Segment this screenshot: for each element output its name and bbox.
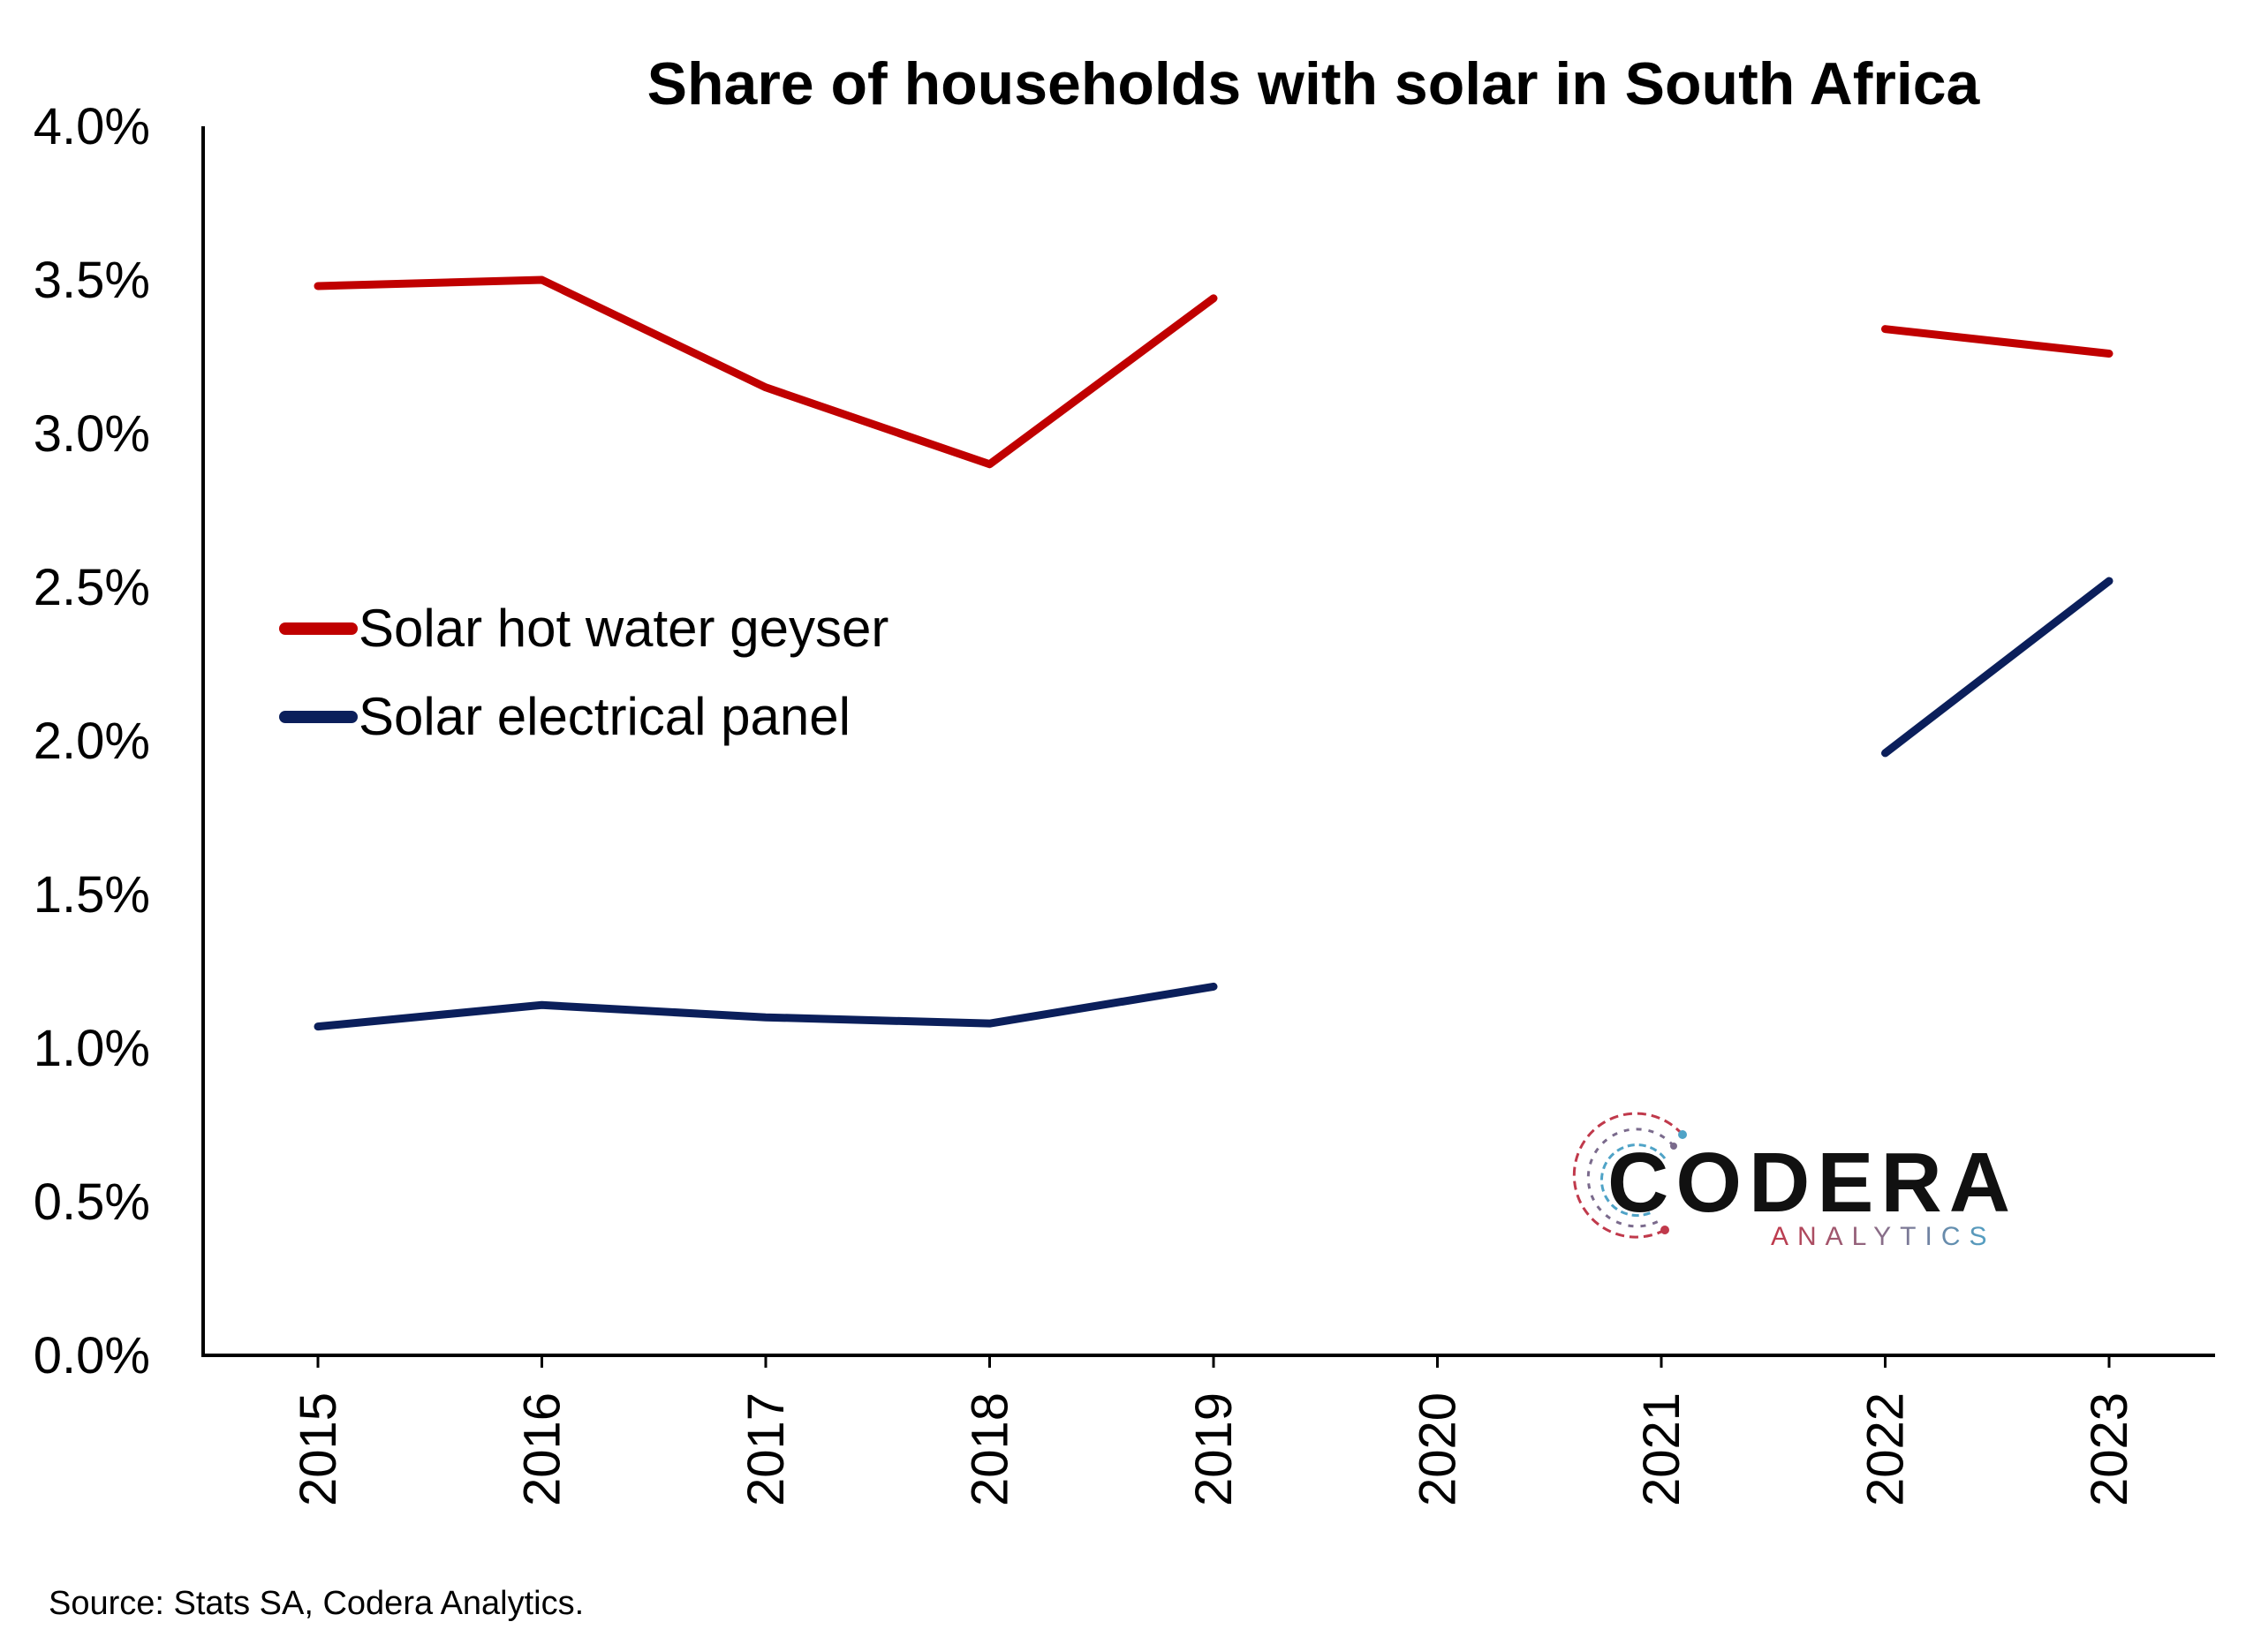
y-tick-label: 3.5%	[34, 252, 150, 309]
y-axis-ticks: 0.0% 0.5% 1.0% 1.5% 2.0% 2.5% 3.0% 3.5% 4.0%	[34, 98, 150, 1384]
y-tick-label: 0.0%	[34, 1327, 150, 1384]
x-tick-label: 2023	[2081, 1392, 2138, 1506]
y-tick-label: 2.5%	[34, 559, 150, 616]
x-tick-label: 2016	[514, 1392, 571, 1506]
logo-subtitle: ANALYTICS	[1771, 1222, 1996, 1251]
logo-wordmark: CODERA	[1607, 1135, 2017, 1230]
legend-label-solar-electrical-panel: Solar electrical panel	[359, 687, 851, 746]
x-tick-label: 2018	[962, 1392, 1019, 1506]
x-tick-label: 2020	[1410, 1392, 1467, 1506]
x-tick-label: 2019	[1185, 1392, 1243, 1506]
y-tick-label: 3.0%	[34, 405, 150, 463]
codera-logo: CODERA ANALYTICS	[1572, 1112, 2017, 1251]
series-line-solar-hot-water-geyser	[314, 275, 1218, 469]
logo-circuit-icon	[1572, 1112, 1687, 1239]
x-tick-label: 2022	[1857, 1392, 1915, 1506]
y-tick-label: 4.0%	[34, 98, 150, 155]
legend-label-solar-hot-water-geyser: Solar hot water geyser	[359, 599, 889, 658]
y-tick-label: 1.5%	[34, 866, 150, 924]
y-tick-label: 1.0%	[34, 1020, 150, 1077]
x-tick-label: 2017	[737, 1392, 795, 1506]
y-tick-label: 2.0%	[34, 713, 150, 770]
source-note: Source: Stats SA, Codera Analytics.	[49, 1585, 584, 1622]
x-tick-label: 2021	[1633, 1392, 1690, 1506]
chart-title: Share of households with solar in South …	[647, 50, 1981, 117]
legend: Solar hot water geyser Solar electrical …	[279, 599, 889, 746]
x-tick-label: 2015	[290, 1392, 347, 1506]
x-axis-ticks: 2015 2016 2017 2018 2019 2020 2021 2022 2023	[290, 1355, 2138, 1506]
series-layer	[314, 275, 2114, 1031]
y-tick-label: 0.5%	[34, 1173, 150, 1231]
series-line-solar-electrical-panel	[1881, 577, 2114, 758]
series-line-solar-hot-water-geyser	[1881, 325, 2114, 358]
series-line-solar-electrical-panel	[314, 982, 1218, 1031]
